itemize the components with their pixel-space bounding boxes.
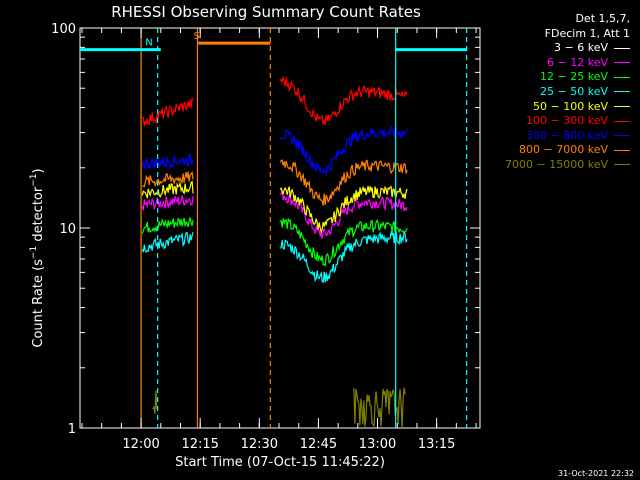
series-1-line-1 xyxy=(279,189,408,239)
legend-label-0: 3 − 6 keV xyxy=(554,41,608,55)
legend-header-line-1: Det 1,5,7, xyxy=(575,12,630,25)
legend-label-6: 300 − 800 keV xyxy=(526,128,608,142)
render-timestamp: 31-Oct-2021 22:32 xyxy=(558,469,634,478)
y-tick-label-0: 1 xyxy=(68,422,76,437)
overlay-layer: NS xyxy=(80,28,468,428)
series-4-line-1 xyxy=(279,185,408,235)
series-1-line-0 xyxy=(141,195,194,211)
series-5-line-0 xyxy=(141,96,194,127)
flag-label-2: S xyxy=(193,31,199,42)
series-8-line-0 xyxy=(152,390,158,414)
x-axis-label: Start Time (07-Oct-15 11:45:22) xyxy=(175,455,385,470)
series-3 xyxy=(141,229,408,284)
y-axis-label-main: Count Rate (s xyxy=(31,259,46,348)
x-tick-label-1: 12:15 xyxy=(181,437,218,452)
series-0-line-0 xyxy=(141,59,194,75)
series-8 xyxy=(152,387,406,429)
series-4 xyxy=(141,180,408,235)
y-axis-label: Count Rate (s−1 detector−1) xyxy=(29,168,46,347)
legend-label-8: 7000 − 15000 keV xyxy=(505,157,608,171)
series-5 xyxy=(141,76,408,127)
x-tick-label-2: 12:30 xyxy=(241,437,278,452)
plot-frame xyxy=(79,27,481,429)
legend-label-5: 100 − 300 keV xyxy=(526,114,608,128)
legend-item-0: 3 − 6 keV xyxy=(505,41,630,56)
legend-swatch-7 xyxy=(614,149,630,151)
legend-rows: 3 − 6 keV 6 − 12 keV 12 − 25 keV 25 − 50 ke… xyxy=(505,41,630,172)
series-7-line-0 xyxy=(142,171,194,188)
legend-swatch-3 xyxy=(614,91,630,93)
legend-swatch-0 xyxy=(614,47,630,49)
legend-item-1: 6 − 12 keV xyxy=(505,56,630,71)
legend-label-1: 6 − 12 keV xyxy=(547,55,608,69)
y-axis-label-mid: detector xyxy=(31,186,46,246)
series-4-line-0 xyxy=(141,180,194,199)
axes-layer: 12:00 12:15 12:30 12:45 13:00 13:15 1 10 100 xyxy=(51,22,480,452)
series-1 xyxy=(141,189,408,239)
legend-swatch-1 xyxy=(614,62,630,64)
legend-item-6: 300 − 800 keV xyxy=(505,129,630,144)
chart-legend: Det 1,5,7, FDecim 1, Att 1 3 − 6 keV 6 − … xyxy=(505,12,630,173)
series-6-line-1 xyxy=(279,125,408,177)
legend-label-2: 12 − 25 keV xyxy=(540,70,608,84)
series-0-line-1 xyxy=(279,53,408,102)
x-tick-label-5: 13:15 xyxy=(418,437,455,452)
legend-swatch-8 xyxy=(614,164,630,166)
y-tick-label-1: 10 xyxy=(59,222,76,237)
x-tick-label-0: 12:00 xyxy=(122,437,159,452)
series-2 xyxy=(141,217,408,268)
series-2-line-1 xyxy=(279,218,408,268)
y-axis-label-exp1: −1 xyxy=(29,246,39,259)
legend-item-7: 800 − 7000 keV xyxy=(505,143,630,158)
y-tick-label-2: 100 xyxy=(51,22,76,37)
legend-label-4: 50 − 100 keV xyxy=(533,99,608,113)
series-6 xyxy=(141,125,408,177)
legend-item-4: 50 − 100 keV xyxy=(505,100,630,115)
y-axis-label-end: ) xyxy=(31,168,46,173)
legend-header-line-2: FDecim 1, Att 1 xyxy=(544,26,630,40)
legend-label-3: 25 − 50 keV xyxy=(540,84,608,98)
series-7 xyxy=(142,159,408,206)
y-axis-label-exp2: −1 xyxy=(29,173,39,186)
series-layer xyxy=(141,53,408,429)
series-3-line-1 xyxy=(279,229,408,284)
legend-swatch-6 xyxy=(614,135,630,137)
legend-item-2: 12 − 25 keV xyxy=(505,70,630,85)
series-3-line-0 xyxy=(141,231,194,253)
legend-item-3: 25 − 50 keV xyxy=(505,85,630,100)
x-tick-label-4: 13:00 xyxy=(359,437,396,452)
x-tick-label-3: 12:45 xyxy=(300,437,337,452)
chart-title: RHESSI Observing Summary Count Rates xyxy=(111,3,421,21)
legend-swatch-4 xyxy=(614,106,630,108)
series-0 xyxy=(141,53,408,102)
legend-item-5: 100 − 300 keV xyxy=(505,114,630,129)
flag-label-0: N xyxy=(145,38,152,49)
legend-item-8: 7000 − 15000 keV xyxy=(505,158,630,173)
series-2-line-0 xyxy=(141,217,194,234)
series-6-line-0 xyxy=(141,152,194,171)
series-8-line-1 xyxy=(353,387,406,429)
legend-label-7: 800 − 7000 keV xyxy=(519,143,608,157)
legend-swatch-5 xyxy=(614,120,630,122)
series-7-line-1 xyxy=(279,159,408,206)
legend-swatch-2 xyxy=(614,76,630,78)
series-5-line-1 xyxy=(279,76,408,125)
